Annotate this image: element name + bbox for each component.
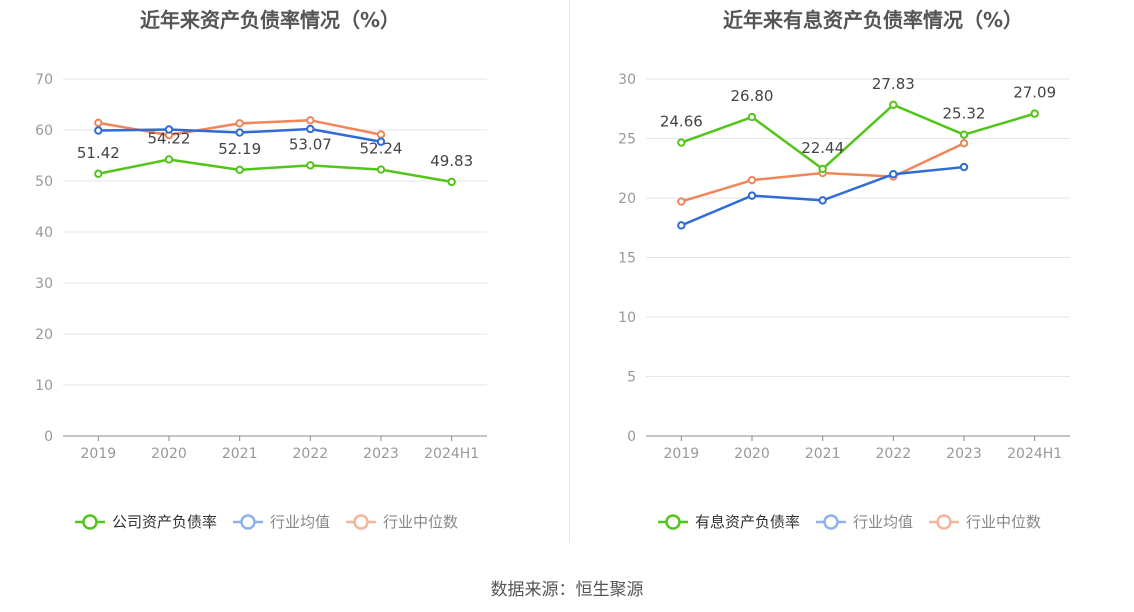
legend-label: 有息资产负债率 <box>695 513 800 531</box>
x-tick-label: 2020 <box>151 446 187 462</box>
data-label: 25.32 <box>943 105 986 123</box>
legend-swatch-marker <box>240 514 256 530</box>
y-tick-label: 15 <box>618 251 636 267</box>
data-point <box>94 126 103 135</box>
panel-divider <box>569 0 570 542</box>
y-tick-label: 10 <box>35 378 53 394</box>
data-point <box>447 177 456 187</box>
data-label: 53.07 <box>289 135 332 153</box>
x-tick-label: 2021 <box>222 446 258 462</box>
data-point <box>1030 109 1039 118</box>
data-label: 51.42 <box>77 144 120 162</box>
y-tick-label: 25 <box>618 132 636 148</box>
legend-swatch-marker <box>823 514 839 530</box>
data-point <box>306 124 315 134</box>
y-tick-label: 30 <box>35 276 53 292</box>
y-tick-label: 40 <box>35 225 53 241</box>
data-label: 49.83 <box>430 152 473 170</box>
data-label: 52.19 <box>218 140 261 158</box>
data-point <box>376 130 386 139</box>
y-tick-label: 10 <box>618 310 636 326</box>
data-point <box>818 196 827 205</box>
x-tick-label: 2022 <box>293 446 329 462</box>
data-point <box>889 170 898 179</box>
data-point <box>306 161 315 170</box>
y-tick-label: 5 <box>627 370 636 386</box>
legend-item: 行业均值 <box>233 513 330 531</box>
data-point <box>235 165 244 175</box>
data-label: 27.83 <box>872 75 915 93</box>
y-tick-label: 0 <box>627 429 636 445</box>
x-tick-label: 2020 <box>734 446 770 462</box>
data-label: 27.09 <box>1013 84 1056 102</box>
data-point <box>235 119 244 128</box>
data-point <box>747 175 757 185</box>
data-point <box>376 137 386 146</box>
y-tick-label: 20 <box>618 191 636 207</box>
legend-item: 行业中位数 <box>346 513 458 531</box>
x-tick-label: 2024H1 <box>1007 446 1062 462</box>
chart-title: 近年来有息资产负债率情况（%） <box>722 8 1024 32</box>
data-point <box>306 116 315 125</box>
data-point <box>959 162 969 172</box>
legend-label: 行业中位数 <box>383 513 458 531</box>
data-source-note: 数据来源：恒生聚源 <box>490 580 644 600</box>
x-tick-label: 2022 <box>876 446 912 462</box>
data-label: 54.22 <box>148 129 191 147</box>
x-tick-label: 2023 <box>363 446 399 462</box>
data-point <box>235 128 244 137</box>
data-point <box>889 100 898 110</box>
data-point <box>959 139 969 148</box>
series-line <box>98 158 452 184</box>
data-point <box>94 118 103 128</box>
legend-label: 行业均值 <box>270 513 330 531</box>
legend-swatch-marker <box>82 514 98 530</box>
data-label: 24.66 <box>660 113 703 131</box>
data-point <box>164 125 174 134</box>
legend-swatch-marker <box>665 514 681 530</box>
y-tick-label: 70 <box>35 72 53 88</box>
legend-swatch-marker <box>353 514 369 530</box>
y-tick-label: 30 <box>618 72 636 88</box>
chart-canvas: 0 5 10 15 20 25 30 2019 2020 2021 2022 2023 2024H1 24… <box>618 72 1070 531</box>
data-point <box>94 169 103 178</box>
data-point <box>677 197 686 206</box>
data-point <box>164 155 174 164</box>
data-point <box>747 191 757 200</box>
data-point <box>747 112 757 122</box>
interest-bearing-liability-ratio-chart: 近年来有息资产负债率情况（%） 0 5 10 15 20 25 30 2019 2020 2021… <box>567 0 1134 560</box>
data-label: 22.44 <box>801 139 844 157</box>
legend-label: 行业均值 <box>853 513 913 531</box>
legend-item: 有息资产负债率 <box>658 513 800 531</box>
data-point <box>677 221 686 230</box>
x-tick-label: 2023 <box>946 446 982 462</box>
x-tick-label: 2019 <box>81 446 117 462</box>
legend-item: 行业中位数 <box>929 513 1041 531</box>
y-tick-label: 60 <box>35 123 53 139</box>
series-line <box>680 103 1036 171</box>
data-label: 52.24 <box>360 140 403 158</box>
chart-title: 近年来资产负债率情况（%） <box>139 8 401 32</box>
legend-swatch-marker <box>936 514 952 530</box>
data-point <box>959 130 969 139</box>
x-tick-label: 2024H1 <box>424 446 479 462</box>
data-point <box>818 164 827 174</box>
chart-canvas: 0 10 20 30 40 50 60 70 2019 2020 2021 2022 2023 2024H… <box>35 72 487 531</box>
legend-label: 行业中位数 <box>966 513 1041 531</box>
y-tick-label: 0 <box>44 429 53 445</box>
asset-liability-ratio-chart: 近年来资产负债率情况（%） 0 10 20 30 40 50 60 70 2019 2020 202… <box>0 0 567 560</box>
y-tick-label: 50 <box>35 174 53 190</box>
x-tick-label: 2019 <box>664 446 700 462</box>
legend-item: 行业均值 <box>816 513 913 531</box>
x-tick-label: 2021 <box>805 446 841 462</box>
legend-item: 公司资产负债率 <box>75 513 217 531</box>
data-point <box>677 138 686 147</box>
data-label: 26.80 <box>731 87 774 105</box>
legend-label: 公司资产负债率 <box>112 513 217 531</box>
y-tick-label: 20 <box>35 327 53 343</box>
data-point <box>376 165 386 174</box>
